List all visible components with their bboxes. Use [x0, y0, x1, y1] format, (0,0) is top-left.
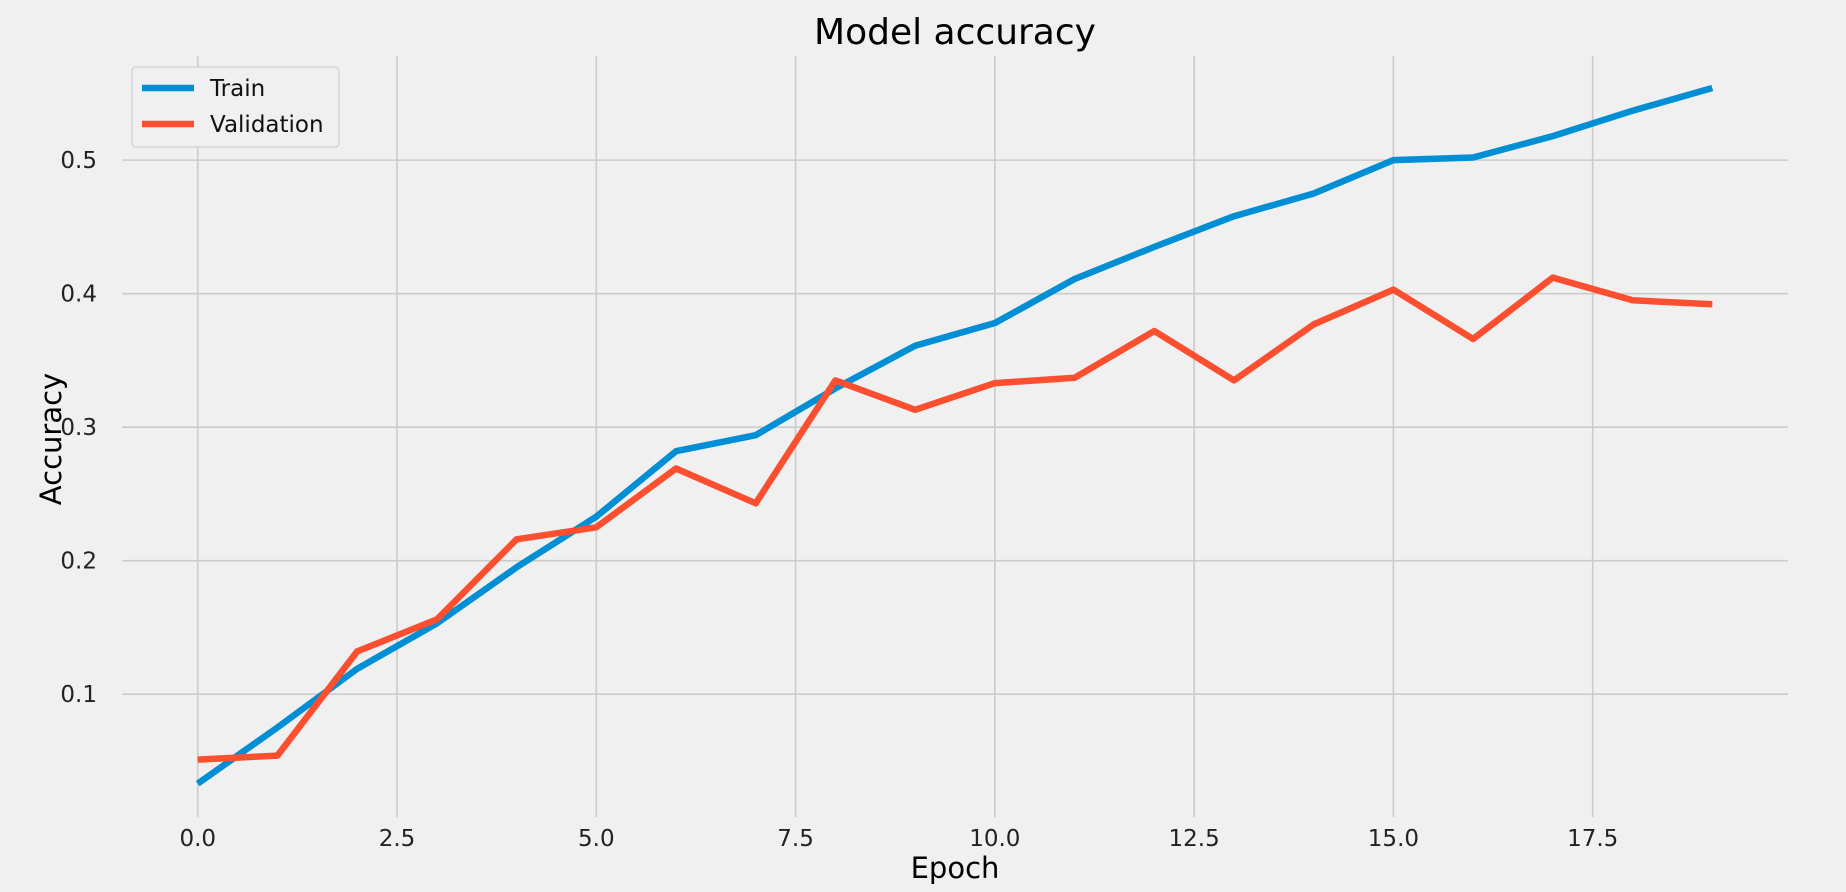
y-tick-label: 0.4	[60, 282, 97, 308]
x-tick-label: 7.5	[777, 826, 814, 852]
x-gridlines	[196, 56, 1594, 817]
x-tick-label: 5.0	[578, 826, 615, 852]
x-tick-label: 2.5	[379, 826, 416, 852]
y-tick-label: 0.1	[60, 682, 97, 708]
x-axis-label: Epoch	[911, 851, 1000, 885]
x-tick-labels: 0.0 2.5 5.0 7.5 10.0 12.5 15.0 17.5	[179, 826, 1618, 852]
series-lines	[195, 84, 1714, 787]
y-tick-label: 0.2	[60, 549, 97, 575]
legend: Train Validation	[131, 66, 340, 148]
y-gridlines	[122, 159, 1788, 695]
legend-label-validation: Validation	[210, 112, 324, 138]
legend-label-train: Train	[209, 76, 265, 102]
y-tick-label: 0.3	[60, 415, 97, 441]
y-tick-labels: 0.1 0.2 0.3 0.4 0.5	[60, 148, 97, 708]
y-tick-label: 0.5	[60, 148, 97, 174]
series-line-validation	[197, 274, 1713, 763]
x-tick-label: 17.5	[1567, 826, 1618, 852]
x-tick-label: 15.0	[1368, 826, 1419, 852]
chart-title: Model accuracy	[814, 12, 1096, 53]
y-axis-label: Accuracy	[34, 373, 68, 505]
series-line-train	[195, 84, 1714, 787]
x-tick-label: 0.0	[179, 826, 216, 852]
x-tick-label: 10.0	[969, 826, 1020, 852]
x-tick-label: 12.5	[1169, 826, 1220, 852]
